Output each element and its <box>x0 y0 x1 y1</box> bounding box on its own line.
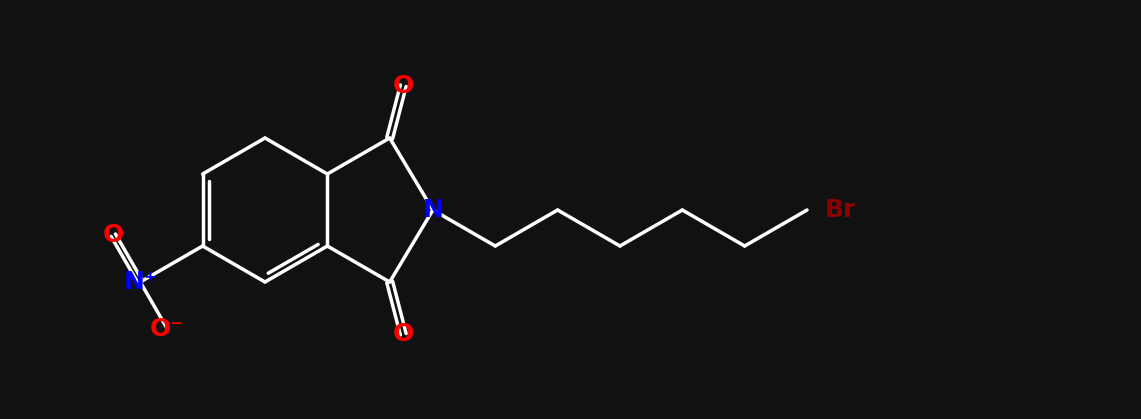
Text: N: N <box>422 198 444 222</box>
Text: O: O <box>393 322 414 346</box>
Text: O: O <box>393 74 414 98</box>
Text: O⁻: O⁻ <box>151 317 185 341</box>
Text: N⁺: N⁺ <box>123 270 157 294</box>
Text: Br: Br <box>825 198 857 222</box>
Text: O: O <box>103 223 124 247</box>
